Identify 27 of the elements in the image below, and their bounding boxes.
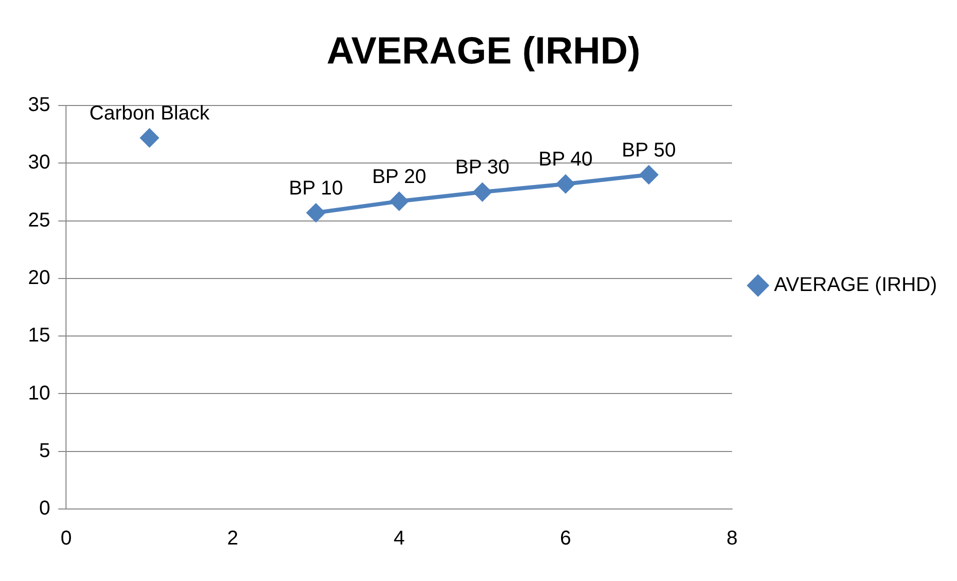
annotation: BP 50 [622,139,676,162]
point [556,174,575,193]
chart-title: AVERAGE (IRHD) [326,30,640,72]
annotation: BP 20 [372,166,426,188]
point [306,204,325,222]
point [640,166,658,184]
point [473,183,492,202]
annotation: BP 40 [538,148,593,170]
annotation: Carbon Black [89,102,210,124]
x-tick-label: 0 [60,528,72,550]
x-tick-label: 6 [560,528,572,550]
y-tick-label: 10 [28,382,50,404]
y-tick-label: 15 [28,324,50,347]
annotation: BP 10 [288,177,343,200]
y-tick-label: 25 [28,209,50,232]
point [390,192,408,210]
y-tick-label: 30 [28,152,50,174]
y-tick-label: 0 [39,498,50,520]
annotation: BP 30 [455,156,510,179]
x-tick-label: 8 [726,528,738,550]
y-tick-label: 5 [39,440,50,462]
legend-label: AVERAGE (IRHD) [774,274,938,296]
x-tick-label: 4 [394,528,405,550]
point [140,128,158,147]
x-tick-label: 2 [227,528,238,550]
y-tick-label: 20 [28,267,50,289]
y-tick-label: 35 [28,94,50,116]
